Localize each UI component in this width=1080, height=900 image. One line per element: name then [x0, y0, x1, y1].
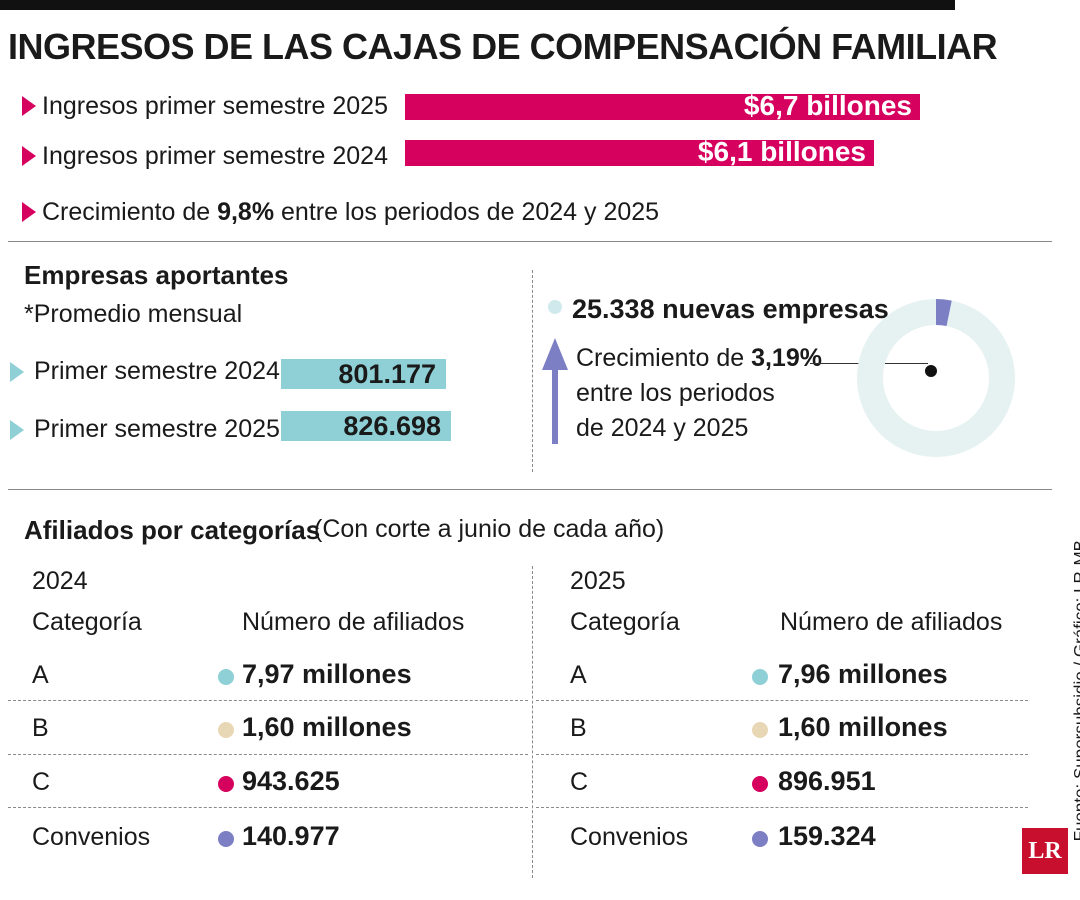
bullet-triangle-icon — [22, 202, 36, 222]
page-title: INGRESOS DE LAS CAJAS DE COMPENSACIÓN FA… — [8, 26, 998, 67]
afiliados-note: (Con corte a junio de cada año) — [314, 515, 665, 543]
ingresos-bar-2024: $6,1 billones — [405, 136, 874, 167]
table-row-value: 7,97 millones — [242, 659, 412, 689]
year-2025-label: 2025 — [570, 567, 626, 595]
empresas-bar-2024: 801.177 — [281, 359, 446, 389]
donut-growth-slice — [935, 299, 952, 327]
bullet-triangle-icon — [22, 146, 36, 166]
legend-dot-icon — [218, 776, 234, 792]
empresas-label-2024: Primer semestre 2024 — [34, 357, 280, 385]
ingresos-label-2024: Ingresos primer semestre 2024 — [42, 142, 388, 170]
legend-dot-icon — [548, 300, 562, 314]
nuevas-empresas: 25.338 nuevas empresas — [572, 294, 889, 324]
row-divider — [8, 807, 528, 808]
row-divider — [8, 754, 528, 755]
bullet-triangle-icon — [10, 362, 24, 382]
legend-dot-icon — [218, 669, 234, 685]
row-divider — [8, 700, 528, 701]
legend-dot-icon — [218, 722, 234, 738]
table-row-category: C — [570, 768, 589, 796]
table-vertical-divider — [532, 566, 533, 878]
table-row-value: 140.977 — [242, 821, 340, 851]
growth-prefix: Crecimiento de — [42, 198, 218, 226]
bullet-triangle-icon — [22, 96, 36, 116]
table-row-value: 1,60 millones — [242, 712, 412, 742]
bullet-triangle-icon — [10, 420, 24, 440]
section-divider — [8, 489, 1052, 490]
table-row-value: 1,60 millones — [778, 712, 948, 742]
table-row-value: 943.625 — [242, 766, 340, 796]
donut-background-slice — [857, 299, 1015, 457]
donut-center-dot — [925, 365, 937, 377]
legend-dot-icon — [752, 722, 768, 738]
table-row-category: A — [570, 661, 587, 689]
col-category-2024: Categoría — [32, 608, 142, 636]
table-row-value: 896.951 — [778, 766, 876, 796]
col-number-2024: Número de afiliados — [242, 608, 465, 636]
afiliados-title: Afiliados por categorías — [24, 515, 321, 545]
table-row-value: 7,96 millones — [778, 659, 948, 689]
table-row-category: A — [32, 661, 49, 689]
empresas-value-2025: 826.698 — [343, 411, 441, 441]
empresas-label-2025: Primer semestre 2025 — [34, 415, 280, 443]
empresas-growth-line1: Crecimiento de 3,19% — [576, 344, 822, 373]
legend-dot-icon — [218, 831, 234, 847]
section-divider — [8, 241, 1052, 242]
table-row-category: C — [32, 768, 51, 796]
empresas-bar-2025: 826.698 — [281, 411, 451, 441]
up-arrow-icon — [542, 338, 568, 444]
ingresos-label-2025: Ingresos primer semestre 2025 — [42, 92, 388, 120]
growth-value: 9,8% — [217, 198, 275, 226]
row-divider — [536, 754, 1028, 755]
empresas-subtitle: *Promedio mensual — [24, 300, 243, 328]
section-vertical-divider — [532, 270, 533, 472]
empresas-title: Empresas aportantes — [24, 260, 289, 290]
growth-donut — [857, 299, 1015, 457]
row-divider — [536, 807, 1028, 808]
table-row-category: B — [32, 714, 49, 742]
legend-dot-icon — [752, 776, 768, 792]
col-number-2025: Número de afiliados — [780, 608, 1003, 636]
empresas-growth-value: 3,19% — [751, 344, 822, 372]
legend-dot-icon — [752, 831, 768, 847]
col-category-2025: Categoría — [570, 608, 680, 636]
growth-suffix: entre los periodos de 2024 y 2025 — [274, 198, 660, 226]
legend-dot-icon — [752, 669, 768, 685]
top-rule — [0, 0, 955, 10]
table-row-value: 159.324 — [778, 821, 876, 851]
ingresos-value-2024: $6,1 billones — [697, 136, 866, 167]
year-2024-label: 2024 — [32, 567, 88, 595]
row-divider — [536, 700, 1028, 701]
source-credit: Fuente: Supersubsidio / Gráfico: LR-MB — [1070, 540, 1080, 842]
ingresos-value-2025: $6,7 billones — [743, 90, 912, 121]
empresas-value-2024: 801.177 — [338, 359, 436, 389]
table-row-category: B — [570, 714, 587, 742]
ingresos-growth-text: Crecimiento de 9,8% entre los periodos d… — [42, 198, 659, 227]
table-row-category: Convenios — [32, 823, 151, 851]
empresas-growth-line2: entre los periodos — [576, 379, 775, 407]
ingresos-bar-2025: $6,7 billones — [405, 90, 920, 121]
empresas-growth-prefix: Crecimiento de — [576, 344, 752, 372]
table-row-category: Convenios — [570, 823, 689, 851]
empresas-growth-line3: de 2024 y 2025 — [576, 414, 749, 442]
lr-logo: LR — [1022, 828, 1068, 874]
